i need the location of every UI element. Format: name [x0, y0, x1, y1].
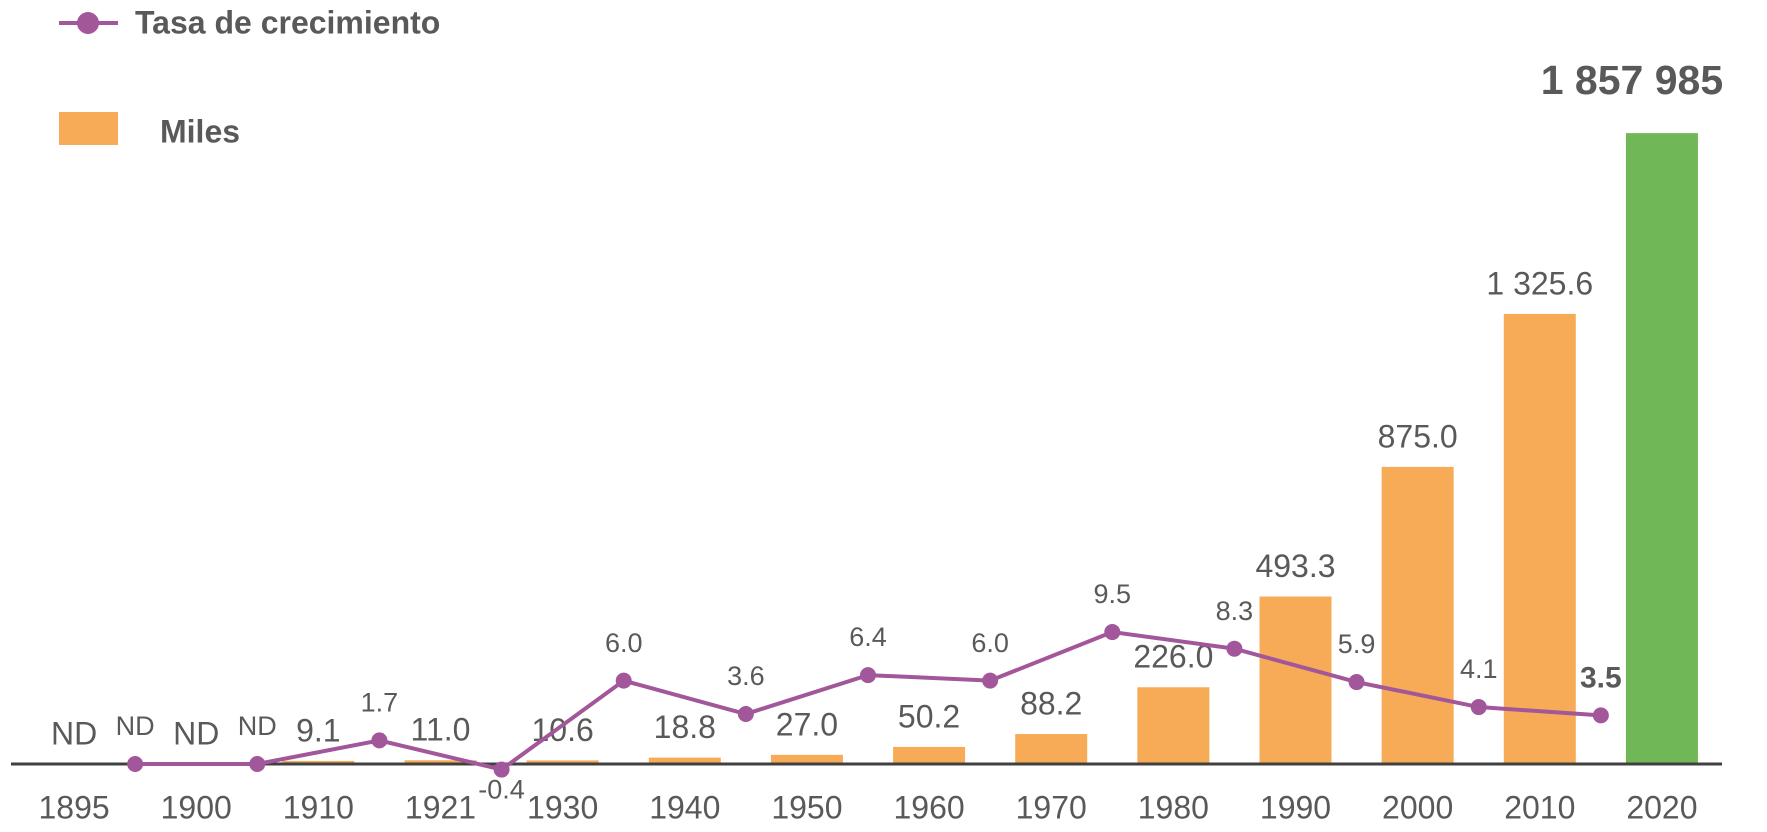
line-value-label: 6.0: [605, 628, 643, 658]
x-tick-label: 1895: [38, 789, 109, 825]
bar-value-label: 18.8: [654, 709, 716, 745]
x-tick-label: 1940: [649, 789, 720, 825]
bar-value-label: 875.0: [1378, 418, 1458, 454]
bar: [648, 757, 721, 764]
line-marker: [249, 756, 266, 772]
x-tick-label: 1910: [283, 789, 354, 825]
bar: [1137, 687, 1210, 764]
x-tick-label: 1921: [405, 789, 476, 825]
x-tick-label: 1930: [527, 789, 598, 825]
bar-value-label: 493.3: [1255, 548, 1335, 584]
line-value-label: -0.4: [478, 775, 525, 805]
bar: [1015, 734, 1088, 764]
bar-value-label: 1 325.6: [1486, 265, 1593, 301]
line-value-label: 1.7: [361, 688, 399, 718]
line-value-label: 5.9: [1338, 629, 1376, 659]
line: [135, 629, 1601, 772]
x-tick-label: 1980: [1138, 789, 1209, 825]
x-tick-label: 1970: [1016, 789, 1087, 825]
line-marker: [1348, 674, 1365, 691]
line-marker: [737, 705, 754, 722]
bar-value-label: 9.1: [296, 712, 340, 748]
line-marker: [1226, 640, 1243, 657]
line-marker: [1104, 624, 1121, 641]
line-value-label: ND: [238, 711, 277, 741]
bar-value-label: 50.2: [898, 698, 960, 734]
x-tick-label: 2010: [1504, 789, 1575, 825]
bar: [893, 746, 966, 764]
x-tick-label: 1990: [1260, 789, 1331, 825]
bar-value-label: ND: [173, 715, 219, 751]
x-tick-label: 1950: [771, 789, 842, 825]
bar-value-label: 11.0: [411, 712, 471, 748]
line-value-label: 4.1: [1460, 654, 1498, 684]
line-value-label: 6.4: [849, 622, 887, 652]
line-marker: [615, 672, 632, 689]
line-marker: [982, 672, 999, 689]
line-value-label: 9.5: [1094, 579, 1132, 609]
bar: [770, 754, 843, 764]
line-value-label: 8.3: [1216, 596, 1254, 626]
bar-value-label: 1 857 985: [1541, 57, 1723, 103]
bar: [1259, 596, 1332, 764]
line-marker: [127, 756, 144, 772]
legend-label: Tasa de crecimiento: [135, 4, 440, 40]
bar: [404, 760, 477, 764]
bar: [1381, 466, 1454, 764]
line-marker: [860, 667, 876, 684]
line-value-label: 3.5: [1580, 661, 1622, 694]
x-tick-label: 2020: [1626, 789, 1697, 825]
bar: [526, 760, 599, 764]
bar: [1503, 313, 1576, 764]
line-marker: [493, 761, 510, 778]
x-tick-label: 1900: [161, 789, 232, 825]
x-tick-label: 1960: [893, 789, 964, 825]
line-marker: [371, 732, 388, 749]
line-value-label: 6.0: [971, 628, 1009, 658]
bar: [282, 760, 355, 764]
legend-swatch: [59, 112, 118, 145]
legend-label: Miles: [160, 113, 240, 149]
bar-value-label: ND: [51, 715, 97, 751]
bar: [1625, 133, 1698, 765]
bar-value-label: 27.0: [776, 706, 838, 742]
line-value-label: 3.6: [727, 661, 765, 691]
bar-value-label: 88.2: [1020, 686, 1082, 722]
line-marker: [1592, 707, 1609, 724]
x-tick-label: 2000: [1382, 789, 1453, 825]
line-value-label: ND: [116, 711, 155, 741]
line-marker: [1470, 699, 1487, 716]
legend-marker: [77, 12, 99, 34]
